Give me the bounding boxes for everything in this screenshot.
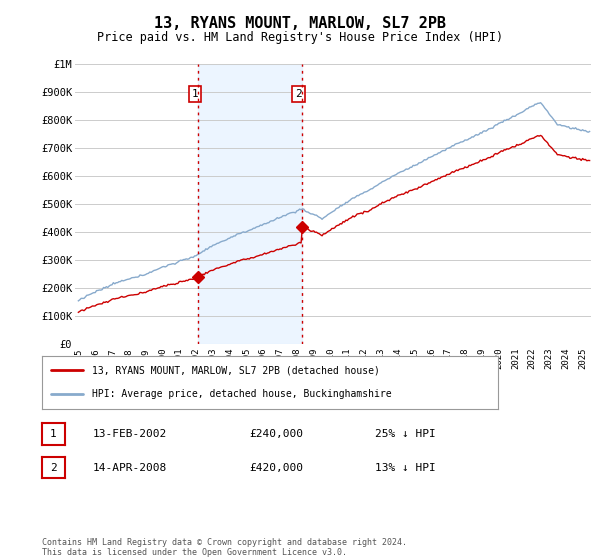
Text: £240,000: £240,000 [249, 429, 303, 439]
Text: 1: 1 [191, 89, 198, 99]
Text: 2: 2 [295, 89, 302, 99]
Text: 1: 1 [50, 429, 57, 439]
Text: 13% ↓ HPI: 13% ↓ HPI [375, 463, 436, 473]
Text: 13, RYANS MOUNT, MARLOW, SL7 2PB (detached house): 13, RYANS MOUNT, MARLOW, SL7 2PB (detach… [92, 366, 380, 376]
Bar [198, 64, 302, 344]
Text: HPI: Average price, detached house, Buckinghamshire: HPI: Average price, detached house, Buck… [92, 389, 392, 399]
Text: 13, RYANS MOUNT, MARLOW, SL7 2PB: 13, RYANS MOUNT, MARLOW, SL7 2PB [154, 16, 446, 31]
Text: Price paid vs. HM Land Registry's House Price Index (HPI): Price paid vs. HM Land Registry's House … [97, 31, 503, 44]
Text: Contains HM Land Registry data © Crown copyright and database right 2024.
This d: Contains HM Land Registry data © Crown c… [42, 538, 407, 557]
Text: 14-APR-2008: 14-APR-2008 [93, 463, 167, 473]
Text: £420,000: £420,000 [249, 463, 303, 473]
Text: 2: 2 [50, 463, 57, 473]
Text: 25% ↓ HPI: 25% ↓ HPI [375, 429, 436, 439]
Text: 13-FEB-2002: 13-FEB-2002 [93, 429, 167, 439]
